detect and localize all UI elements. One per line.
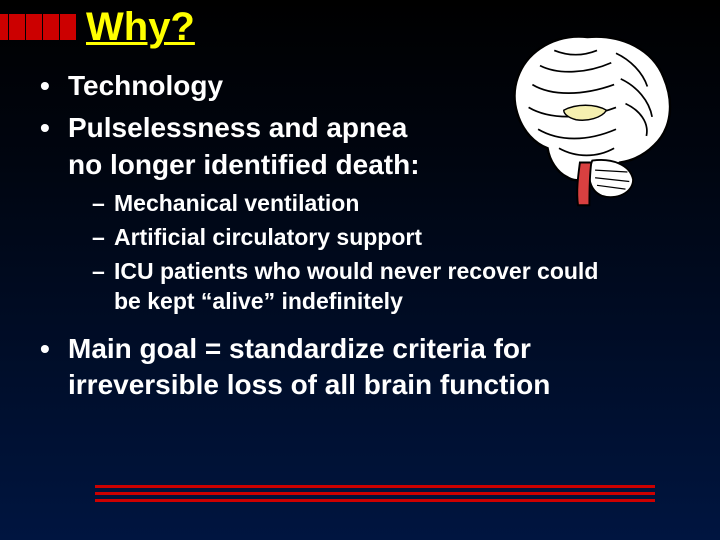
slide-title: Why? (86, 5, 195, 50)
footer-red-lines (95, 485, 655, 506)
sub-text: Mechanical ventilation (114, 190, 359, 216)
bullet-text: Pulselessness and apnea (68, 112, 407, 143)
sub-text: be kept “alive” indefinitely (114, 288, 403, 314)
bullet-text: no longer identified death: (68, 149, 420, 180)
sub-text: Artificial circulatory support (114, 224, 422, 250)
sub-bullet-circulatory: Artificial circulatory support (92, 223, 690, 253)
header-red-blocks (0, 14, 78, 40)
bullet-technology: Technology (40, 68, 690, 104)
sub-bullet-list: Mechanical ventilation Artificial circul… (40, 189, 690, 317)
bullet-pulselessness: Pulselessness and apnea no longer identi… (40, 110, 690, 183)
bullet-text: Main goal = standardize criteria for (68, 333, 531, 364)
sub-bullet-icu: ICU patients who would never recover cou… (92, 257, 690, 317)
bullet-main-goal: Main goal = standardize criteria for irr… (40, 331, 690, 404)
bullet-text: Technology (68, 70, 223, 101)
bullet-text: irreversible loss of all brain function (68, 369, 550, 400)
content-area: Technology Pulselessness and apnea no lo… (40, 68, 690, 410)
sub-text: ICU patients who would never recover cou… (114, 258, 598, 284)
sub-bullet-ventilation: Mechanical ventilation (92, 189, 690, 219)
